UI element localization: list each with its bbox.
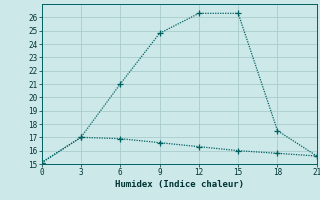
X-axis label: Humidex (Indice chaleur): Humidex (Indice chaleur) [115, 180, 244, 189]
